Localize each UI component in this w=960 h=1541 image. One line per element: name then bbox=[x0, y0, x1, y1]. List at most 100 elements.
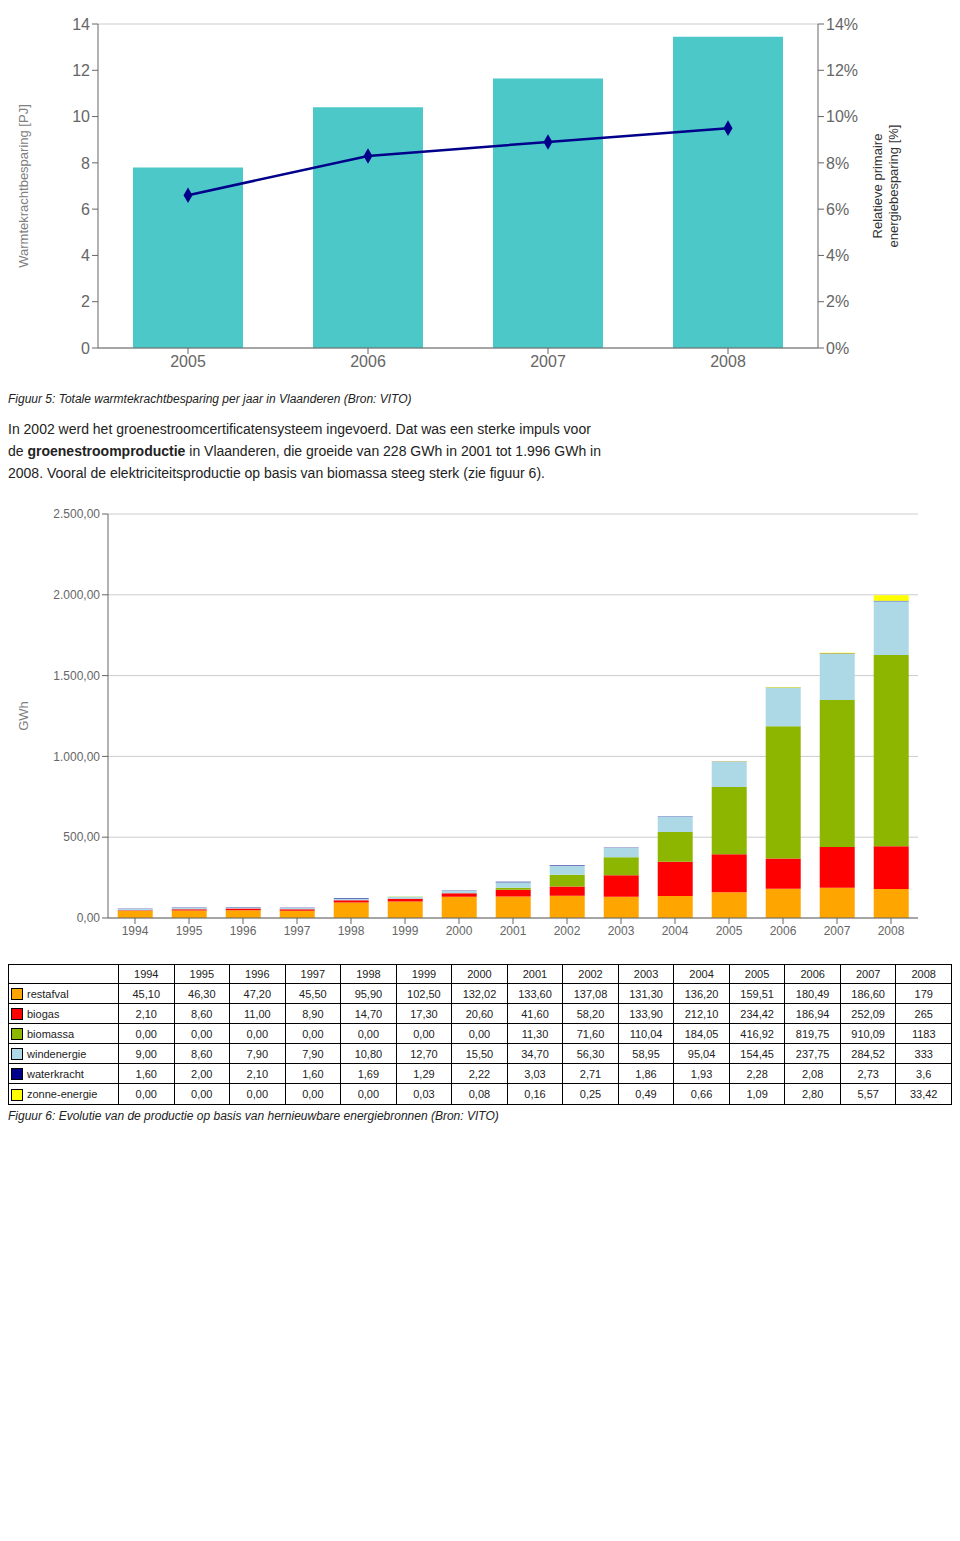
html-text:41,60: 41,60 bbox=[521, 1007, 549, 1020]
svg-text:1996: 1996 bbox=[230, 924, 257, 938]
html-text:14,70: 14,70 bbox=[354, 1007, 383, 1020]
svg-text:1997: 1997 bbox=[284, 924, 311, 938]
html-text:132,02: 132,02 bbox=[462, 987, 497, 1000]
html-text:186,94: 186,94 bbox=[795, 1007, 830, 1020]
html-text:136,20: 136,20 bbox=[684, 987, 719, 1000]
svg-text:2008: 2008 bbox=[878, 924, 905, 938]
html-text:7,90: 7,90 bbox=[246, 1047, 268, 1060]
svg-text:2005: 2005 bbox=[716, 924, 743, 938]
svg-text:2001: 2001 bbox=[500, 924, 527, 938]
svg-text:1995: 1995 bbox=[176, 924, 203, 938]
svg-text:4: 4 bbox=[81, 247, 90, 264]
svg-text:2006: 2006 bbox=[770, 924, 797, 938]
svg-text:14: 14 bbox=[72, 16, 90, 33]
svg-text:2.500,00: 2.500,00 bbox=[53, 507, 100, 521]
html-text:biogas: biogas bbox=[27, 1008, 60, 1021]
html-text:Figuur 5: Totale warmtekrachtb: Figuur 5: Totale warmtekrachtbesparing p… bbox=[8, 392, 412, 406]
svg-text:Warmtekrachtbesparing [PJ]: Warmtekrachtbesparing [PJ] bbox=[16, 104, 31, 268]
svg-text:1.500,00: 1.500,00 bbox=[53, 669, 100, 683]
html-text:8,90: 8,90 bbox=[302, 1007, 324, 1020]
svg-text:2%: 2% bbox=[826, 293, 849, 310]
html-text:71,60: 71,60 bbox=[576, 1027, 605, 1040]
svg-text:2004: 2004 bbox=[662, 924, 689, 938]
svg-text:Relatieve primaireenergiebespa: Relatieve primaireenergiebesparing [%] bbox=[870, 125, 901, 248]
html-text:9,00: 9,00 bbox=[135, 1047, 157, 1060]
svg-text:8%: 8% bbox=[826, 155, 849, 172]
svg-text:2.000,00: 2.000,00 bbox=[53, 588, 100, 602]
html-text:0,00: 0,00 bbox=[191, 1027, 213, 1040]
svg-text:0%: 0% bbox=[826, 340, 849, 357]
html-text:0,00: 0,00 bbox=[246, 1027, 268, 1040]
html-text:8,60: 8,60 bbox=[191, 1007, 213, 1020]
svg-text:GWh: GWh bbox=[16, 701, 31, 731]
svg-text:2006: 2006 bbox=[350, 353, 386, 370]
svg-text:1994: 1994 bbox=[122, 924, 149, 938]
html-text:biomassa: biomassa bbox=[27, 1028, 75, 1041]
svg-text:12%: 12% bbox=[826, 62, 858, 79]
svg-text:12: 12 bbox=[72, 62, 90, 79]
html-text:131,30: 131,30 bbox=[629, 987, 663, 1000]
svg-text:8: 8 bbox=[81, 155, 90, 172]
svg-text:4%: 4% bbox=[826, 247, 849, 264]
html-text:179: 179 bbox=[914, 987, 933, 1000]
html-text:265: 265 bbox=[914, 1007, 933, 1020]
html-text:102,50: 102,50 bbox=[407, 987, 441, 1000]
html-text:0,00: 0,00 bbox=[468, 1027, 491, 1040]
html-text:137,08: 137,08 bbox=[573, 987, 608, 1000]
html-text:110,04: 110,04 bbox=[629, 1027, 663, 1040]
html-text:45,10: 45,10 bbox=[132, 987, 160, 1000]
svg-text:2007: 2007 bbox=[824, 924, 851, 938]
html-text:47,20: 47,20 bbox=[243, 987, 272, 1000]
html-text:Figuur 6: Evolutie van de prod: Figuur 6: Evolutie van de productie op b… bbox=[8, 1108, 499, 1123]
html-text:8,60: 8,60 bbox=[191, 1047, 213, 1060]
svg-text:2008: 2008 bbox=[710, 353, 746, 370]
html-text:46,30: 46,30 bbox=[188, 987, 216, 1000]
svg-text:2000: 2000 bbox=[446, 924, 473, 938]
svg-text:2: 2 bbox=[81, 293, 90, 310]
svg-text:6%: 6% bbox=[826, 201, 849, 218]
html-text:58,20: 58,20 bbox=[576, 1007, 605, 1020]
html-text:159,51: 159,51 bbox=[740, 987, 774, 1000]
html-text:windenergie: windenergie bbox=[27, 1048, 87, 1061]
html-text:212,10: 212,10 bbox=[684, 1007, 719, 1020]
html-text:2,10: 2,10 bbox=[135, 1007, 157, 1020]
html-text:0,00: 0,00 bbox=[302, 1027, 324, 1040]
html-text:133,60: 133,60 bbox=[518, 987, 552, 1000]
html-text:252,09: 252,09 bbox=[851, 1007, 885, 1020]
html-text:11,30: 11,30 bbox=[521, 1027, 549, 1040]
svg-text:2002: 2002 bbox=[554, 924, 581, 938]
html-text:45,50: 45,50 bbox=[299, 987, 327, 1000]
html-text:In 2002 werd het groenestroomc: In 2002 werd het groenestroomcertificate… bbox=[8, 421, 601, 481]
html-text:184,05: 184,05 bbox=[684, 1027, 719, 1040]
svg-text:10: 10 bbox=[72, 108, 90, 125]
html-text:186,60: 186,60 bbox=[851, 987, 885, 1000]
svg-text:1999: 1999 bbox=[392, 924, 419, 938]
svg-text:0,00: 0,00 bbox=[77, 911, 101, 925]
html-text:11,00: 11,00 bbox=[244, 1007, 271, 1020]
html-text:17,30: 17,30 bbox=[410, 1007, 438, 1020]
html-text:95,90: 95,90 bbox=[354, 987, 383, 1000]
html-text:20,60: 20,60 bbox=[465, 1007, 494, 1020]
svg-text:500,00: 500,00 bbox=[63, 830, 100, 844]
svg-text:1998: 1998 bbox=[338, 924, 365, 938]
html-text:restafval: restafval bbox=[27, 988, 69, 1001]
html-text:0,00: 0,00 bbox=[413, 1027, 435, 1040]
svg-text:1.000,00: 1.000,00 bbox=[53, 750, 100, 764]
svg-text:6: 6 bbox=[81, 201, 90, 218]
html-text:0,00: 0,00 bbox=[357, 1027, 380, 1040]
html-text:416,92: 416,92 bbox=[740, 1027, 774, 1040]
html-text:180,49: 180,49 bbox=[795, 987, 830, 1000]
html-text:7,90: 7,90 bbox=[302, 1047, 324, 1060]
svg-text:2005: 2005 bbox=[170, 353, 206, 370]
svg-text:2007: 2007 bbox=[530, 353, 566, 370]
html-text:910,09: 910,09 bbox=[851, 1027, 885, 1040]
svg-text:2003: 2003 bbox=[608, 924, 635, 938]
svg-text:10%: 10% bbox=[826, 108, 858, 125]
html-text:1183: 1183 bbox=[911, 1027, 936, 1040]
html-text:133,90: 133,90 bbox=[629, 1007, 663, 1020]
html-text:819,75: 819,75 bbox=[795, 1027, 830, 1040]
svg-text:14%: 14% bbox=[826, 16, 858, 33]
html-text:234,42: 234,42 bbox=[740, 1007, 774, 1020]
html-text:0,00: 0,00 bbox=[135, 1027, 157, 1040]
svg-text:0: 0 bbox=[81, 340, 90, 357]
